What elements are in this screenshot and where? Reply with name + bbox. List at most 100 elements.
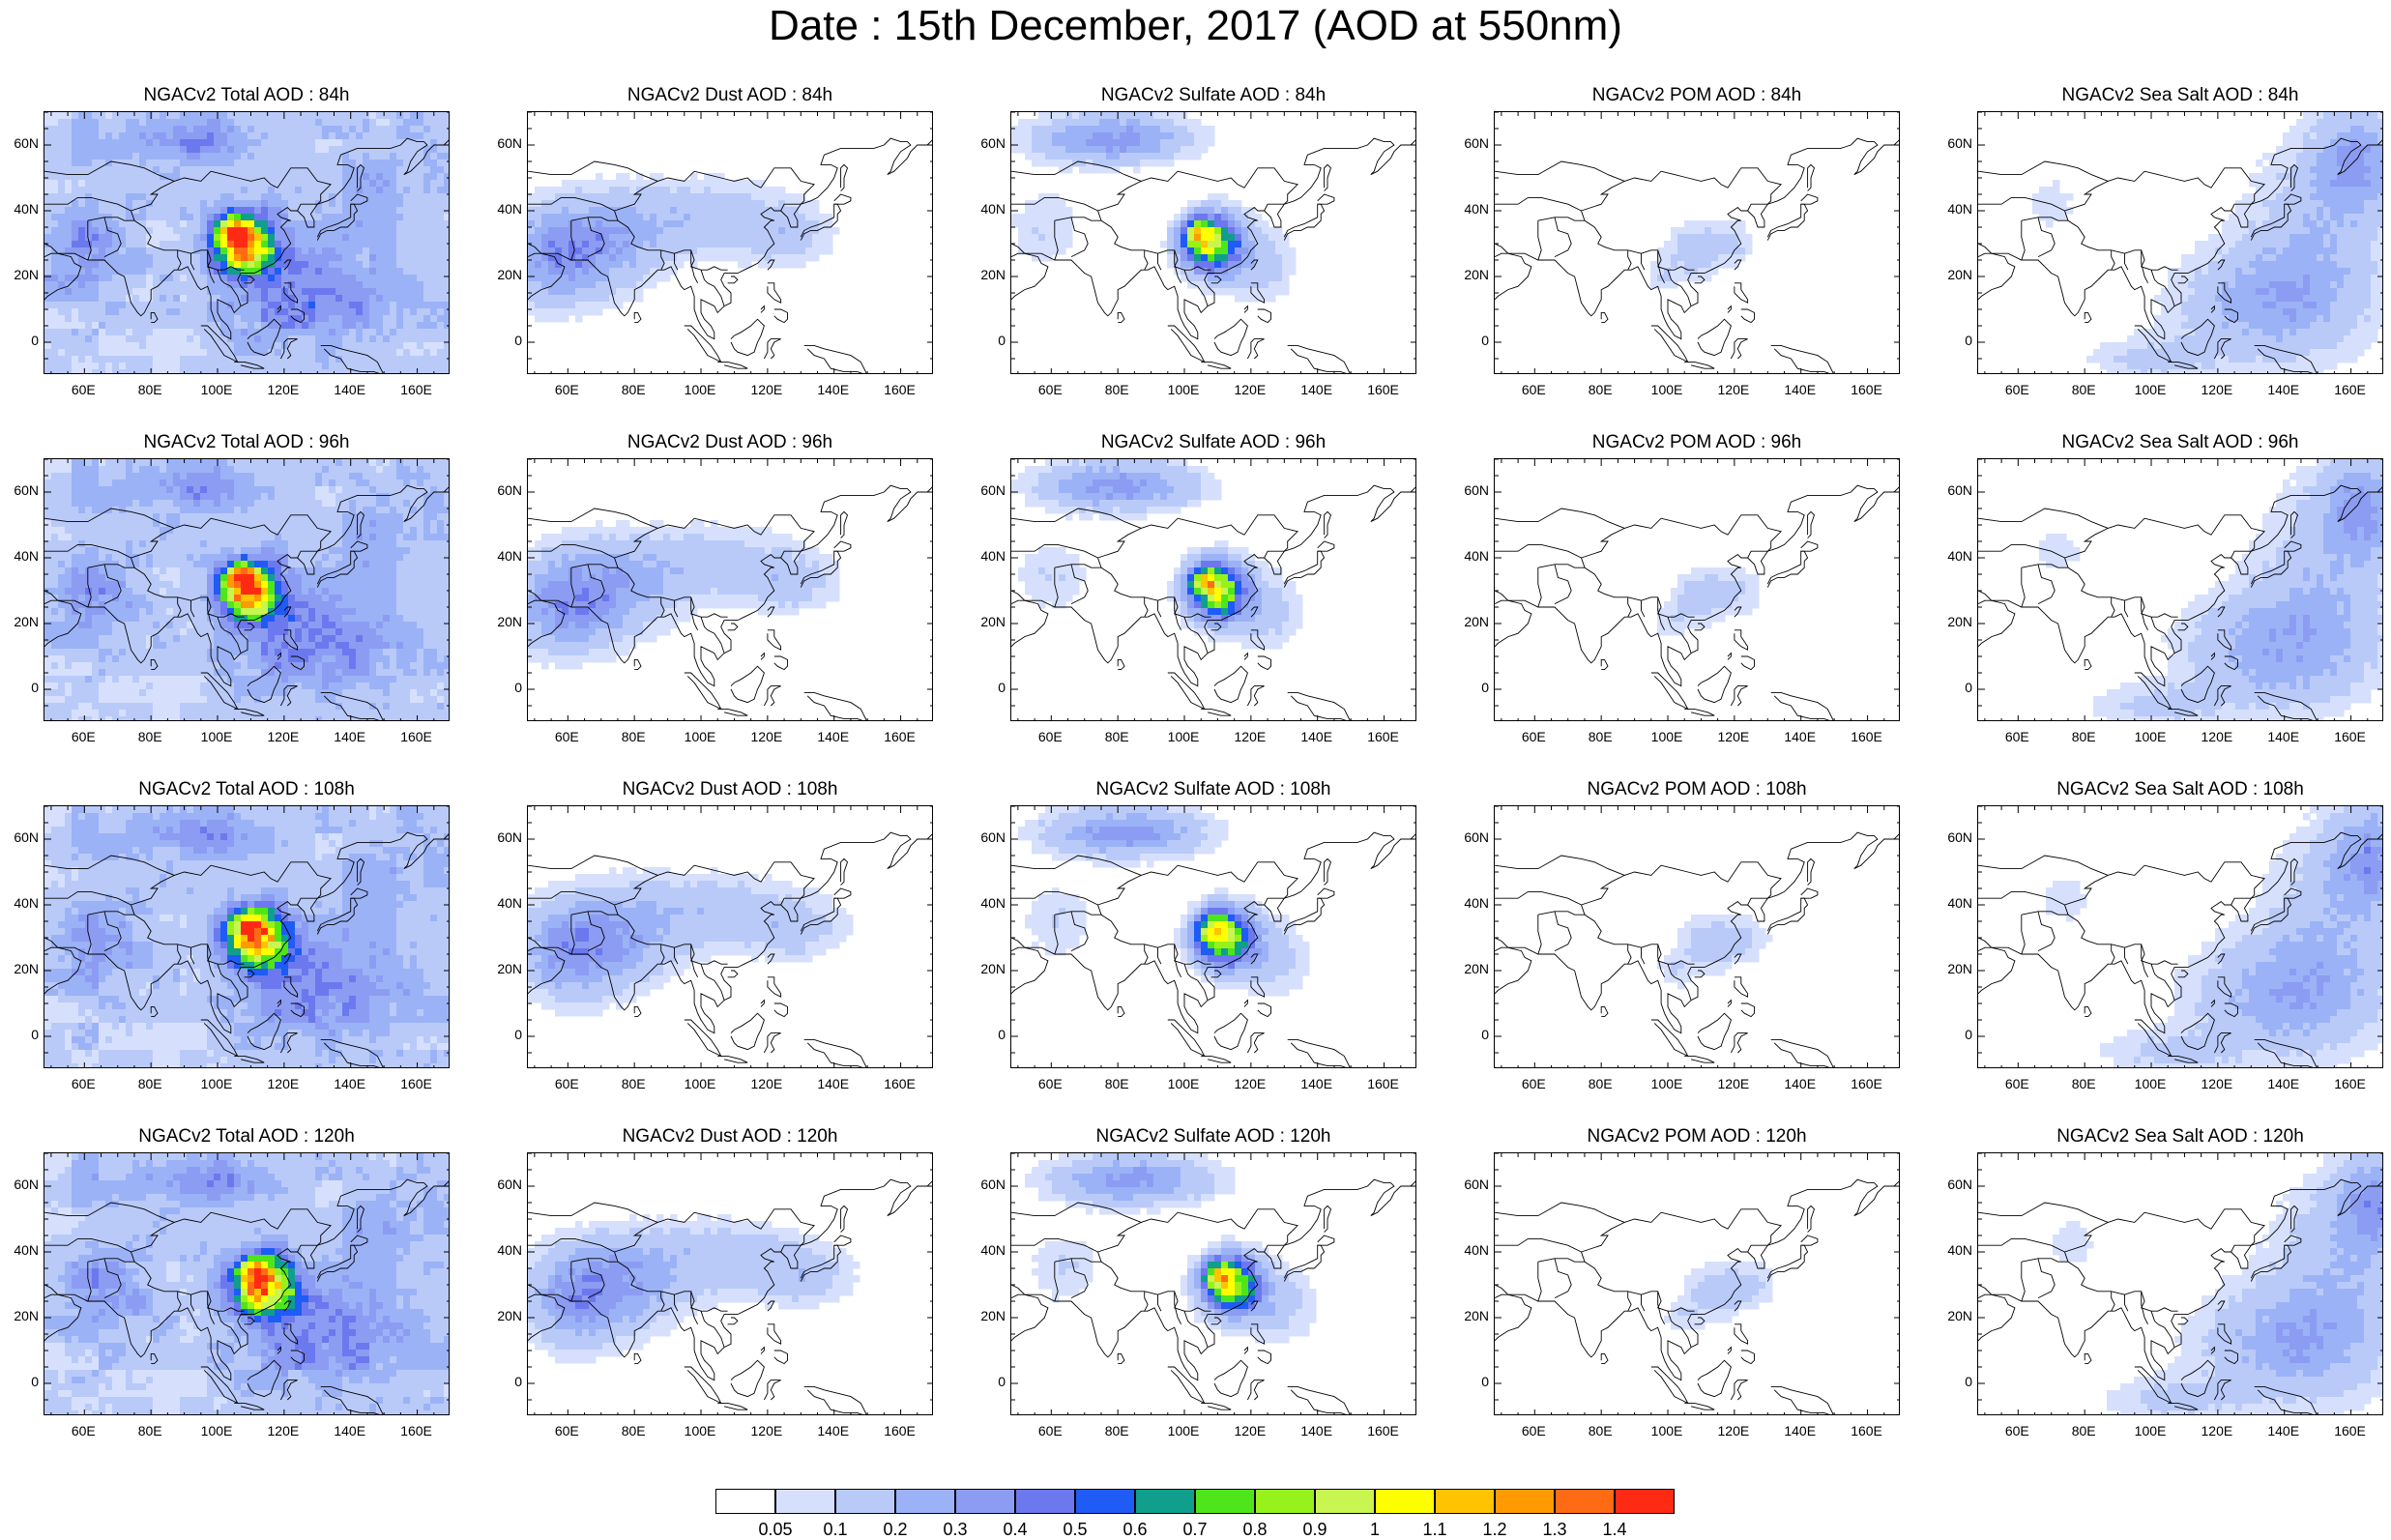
aod-shading xyxy=(1657,915,1773,990)
aod-map xyxy=(1978,459,2383,721)
panel-title: NGACv2 Dust AOD : 120h xyxy=(527,1126,933,1148)
colorbar-swatch xyxy=(1555,1489,1615,1514)
lat-label: 40N xyxy=(4,895,39,911)
coastline xyxy=(1495,244,1531,300)
lon-label: 80E xyxy=(614,1423,653,1438)
coastline xyxy=(528,856,657,875)
lon-label: 100E xyxy=(681,382,719,397)
coastline xyxy=(2231,1245,2252,1252)
coastline xyxy=(1288,1386,1351,1415)
colorbar-label: 0.4 xyxy=(991,1520,1039,1540)
coastline xyxy=(768,630,781,650)
coastline xyxy=(685,326,721,362)
lon-label: 80E xyxy=(1581,382,1619,397)
lon-label: 160E xyxy=(1848,382,1886,397)
coastline xyxy=(1741,1351,1755,1364)
coastline xyxy=(764,686,780,706)
lat-label: 20N xyxy=(4,961,39,976)
map-frame xyxy=(44,1152,450,1415)
aod-map xyxy=(1011,112,1416,374)
coastline xyxy=(804,1386,867,1415)
coastline xyxy=(1495,1238,1582,1252)
lon-label: 60E xyxy=(1997,1076,2036,1091)
lat-label: 40N xyxy=(1454,1242,1489,1258)
coastline xyxy=(634,1006,641,1016)
panel-title: NGACv2 Sea Salt AOD : 108h xyxy=(1977,779,2383,800)
coastline xyxy=(2022,912,2178,964)
lon-label: 140E xyxy=(1781,382,1820,397)
coastline xyxy=(1318,888,1334,898)
map-frame xyxy=(1010,805,1416,1068)
coastline xyxy=(1258,656,1271,670)
lat-label: 60N xyxy=(971,135,1006,151)
coastline xyxy=(2112,597,2114,617)
coastline xyxy=(1801,194,1818,204)
lon-label: 120E xyxy=(747,1076,786,1091)
aod-map xyxy=(1011,806,1416,1068)
panel-title: NGACv2 Sea Salt AOD : 120h xyxy=(1977,1126,2383,1148)
map-frame xyxy=(44,458,450,721)
lat-label: 20N xyxy=(487,961,522,976)
aod-shading xyxy=(528,520,840,670)
lon-label: 100E xyxy=(2131,729,2170,744)
aod-map xyxy=(44,806,450,1068)
lat-label: 20N xyxy=(1454,614,1489,629)
lon-label: 100E xyxy=(1164,1076,1203,1091)
coastline xyxy=(1288,345,1351,374)
coastline xyxy=(1538,1262,1541,1301)
aod-shading xyxy=(1011,459,1303,650)
lat-label: 60N xyxy=(487,1177,522,1192)
lon-label: 80E xyxy=(1581,1076,1619,1091)
lat-label: 60N xyxy=(971,829,1006,845)
lon-label: 60E xyxy=(547,729,586,744)
aod-shading xyxy=(2032,112,2383,374)
aod-map xyxy=(1495,459,1900,721)
lon-label: 120E xyxy=(1714,1423,1753,1438)
aod-shading xyxy=(2053,1153,2383,1415)
coastline xyxy=(1978,244,2015,300)
lon-label: 140E xyxy=(1298,729,1336,744)
map-frame xyxy=(1977,111,2383,374)
aod-map xyxy=(528,1153,933,1415)
lon-label: 120E xyxy=(1231,382,1269,397)
lon-label: 60E xyxy=(64,382,102,397)
panel-title: NGACv2 POM AOD : 84h xyxy=(1494,85,1900,106)
lat-label: 60N xyxy=(1454,1177,1489,1192)
lon-label: 60E xyxy=(547,1423,586,1438)
colorbar-label: 1.1 xyxy=(1411,1520,1459,1540)
coastline xyxy=(841,511,848,538)
colorbar-swatch xyxy=(1195,1489,1255,1514)
map-frame xyxy=(1977,1152,2383,1415)
coastline xyxy=(1495,508,1624,528)
lon-label: 80E xyxy=(2064,1076,2103,1091)
coastline xyxy=(768,1324,781,1344)
coastline xyxy=(1651,326,1688,362)
coastline xyxy=(1741,656,1755,670)
coastline xyxy=(841,164,848,190)
coastline xyxy=(1978,856,2108,875)
map-frame xyxy=(1977,458,2383,721)
lat-label: 40N xyxy=(4,548,39,564)
lon-label: 120E xyxy=(1231,1423,1269,1438)
coastline xyxy=(764,1380,780,1400)
coastline xyxy=(1771,692,1834,721)
coastline xyxy=(2085,659,2091,669)
coastline xyxy=(1325,511,1331,538)
coastline xyxy=(1158,253,1161,270)
lon-label: 160E xyxy=(1848,1423,1886,1438)
coastline xyxy=(1118,312,1124,322)
lat-label: 40N xyxy=(1454,895,1489,911)
coastline xyxy=(1258,1351,1271,1364)
coastline xyxy=(2125,600,2128,617)
coastline xyxy=(2125,253,2128,270)
lat-label: 0 xyxy=(1938,1374,1972,1389)
colorbar-swatch xyxy=(1135,1489,1195,1514)
lon-label: 120E xyxy=(747,382,786,397)
coastline xyxy=(1247,1033,1264,1053)
coastline xyxy=(1201,1056,1231,1062)
lat-label: 60N xyxy=(1454,829,1489,845)
coastline xyxy=(685,1020,721,1056)
lon-label: 80E xyxy=(131,1076,169,1091)
